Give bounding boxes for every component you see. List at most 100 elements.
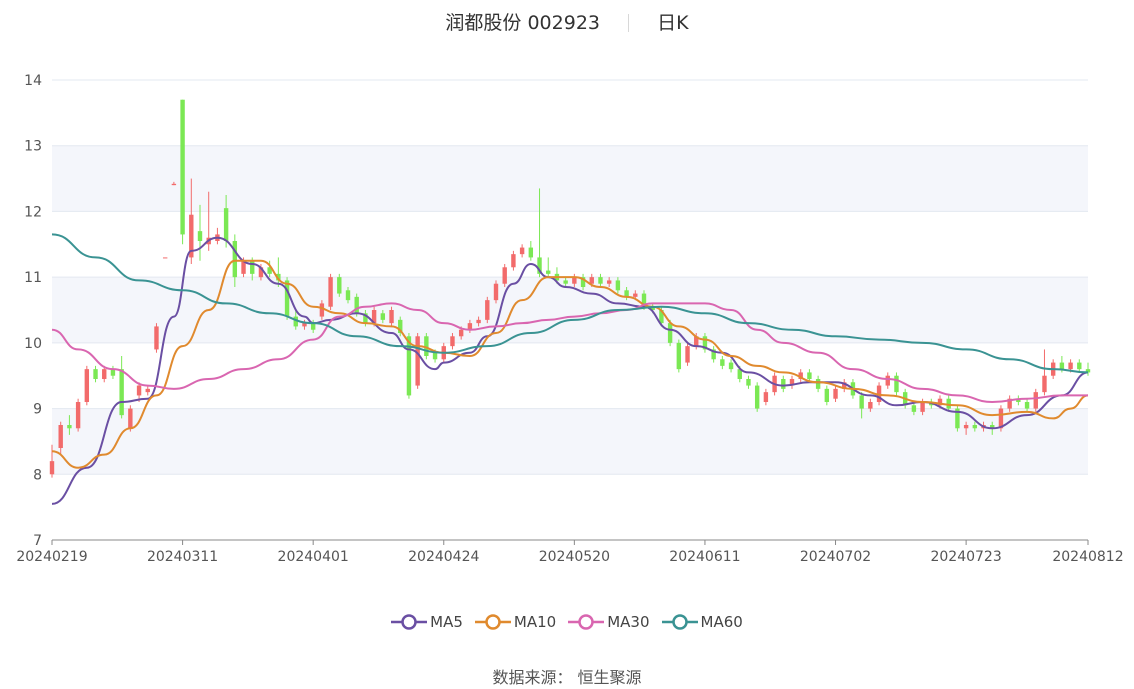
- candle-body: [685, 346, 690, 363]
- candle-body: [337, 277, 342, 294]
- x-tick-label: 20240702: [800, 549, 871, 565]
- candle-body: [93, 369, 98, 379]
- candle-body: [223, 208, 229, 241]
- y-tick-label: 9: [33, 402, 42, 418]
- x-tick-label: 20240520: [539, 549, 610, 565]
- candle-body: [667, 323, 673, 343]
- legend-item-ma60[interactable]: MA60: [661, 612, 743, 632]
- candle-body: [354, 296, 359, 314]
- candle-body: [633, 293, 638, 297]
- candle-body: [380, 313, 386, 320]
- candle-body: [67, 425, 72, 429]
- candle-body: [1059, 362, 1065, 370]
- candle-body: [345, 290, 351, 301]
- candle-body: [972, 425, 978, 429]
- candle-body: [162, 257, 168, 259]
- header-divider: [628, 14, 630, 32]
- ma-line-ma10: [51, 259, 1089, 469]
- candle-body: [798, 372, 803, 379]
- candle-body: [1007, 398, 1012, 409]
- candle-body: [955, 408, 960, 429]
- candle-body: [807, 372, 812, 379]
- x-tick-label: 20240311: [147, 549, 218, 565]
- legend-label: MA10: [513, 613, 557, 631]
- legend-label: MA30: [607, 613, 650, 631]
- candle-body: [868, 402, 873, 409]
- candle-body: [180, 99, 185, 235]
- candle-body: [450, 336, 455, 347]
- x-tick-label: 20240611: [669, 549, 740, 565]
- candle-body: [563, 280, 568, 284]
- x-tick-label: 20240812: [1052, 549, 1123, 565]
- y-tick-label: 12: [24, 204, 42, 220]
- candle-body: [589, 277, 594, 284]
- candle-body: [110, 369, 116, 376]
- candle-body: [267, 267, 272, 274]
- candle-body: [824, 388, 830, 402]
- candle-body: [502, 267, 507, 284]
- legend-label: MA5: [430, 613, 463, 631]
- y-tick-label: 14: [24, 73, 42, 89]
- legend-swatch-icon: [474, 614, 511, 630]
- x-tick-label: 20240424: [408, 549, 479, 565]
- candle-body: [493, 283, 499, 301]
- candle-body: [720, 359, 725, 366]
- candle-body: [1085, 369, 1091, 373]
- x-tick-label: 20240723: [930, 549, 1001, 565]
- data-source-label: 数据来源：: [492, 668, 573, 687]
- legend-item-ma30[interactable]: MA30: [568, 612, 650, 632]
- candle-body: [737, 369, 742, 379]
- grid-band: [52, 145, 1088, 212]
- candle-body: [728, 362, 734, 370]
- candle-body: [659, 310, 664, 324]
- candle-body: [189, 214, 194, 258]
- candle-body: [911, 405, 917, 412]
- candle-body: [406, 336, 412, 396]
- candlestick-chart[interactable]: 7 8 9 10 11 12 13 14 20240219 20240311 20240401 202…: [0, 0, 1134, 600]
- x-tick-label: 20240401: [278, 549, 349, 565]
- chart-header: 润都股份 002923 日K: [0, 6, 1134, 40]
- legend-label: MA60: [700, 613, 743, 631]
- candle-body: [746, 379, 751, 386]
- candle-body: [580, 277, 586, 287]
- candle-body: [859, 395, 864, 409]
- candle-body: [519, 247, 525, 255]
- candle-body: [241, 260, 246, 274]
- candle-body: [615, 280, 621, 291]
- candle-body: [1024, 402, 1030, 409]
- candle-body: [102, 369, 107, 379]
- candle-body: [293, 316, 298, 327]
- candle-body: [432, 352, 438, 360]
- candle-body: [232, 241, 238, 278]
- ma-line-ma5: [51, 236, 1089, 505]
- candle-body: [641, 293, 647, 307]
- data-source: 数据来源： 恒生聚源: [0, 664, 1134, 688]
- y-tick-label: 8: [33, 467, 42, 483]
- candle-body: [276, 273, 281, 281]
- candle-body: [894, 375, 899, 393]
- candle-body: [702, 336, 708, 350]
- grid-band: [52, 408, 1088, 475]
- candle-body: [650, 306, 655, 310]
- chart-legend: MA5 MA10 MA30 MA60: [0, 612, 1134, 632]
- candle-body: [511, 254, 516, 268]
- legend-item-ma5[interactable]: MA5: [391, 612, 463, 632]
- candle-body: [1042, 375, 1047, 393]
- candle-body: [763, 392, 769, 402]
- candle-body: [998, 408, 1004, 429]
- legend-item-ma10[interactable]: MA10: [474, 612, 557, 632]
- candle-body: [946, 398, 951, 409]
- legend-swatch-icon: [568, 614, 605, 630]
- y-tick-label: 11: [24, 270, 42, 286]
- candle-body: [371, 310, 377, 324]
- candle-body: [485, 300, 490, 320]
- candle-body: [815, 379, 821, 389]
- y-tick-label: 13: [24, 139, 42, 155]
- candle-body: [711, 349, 716, 360]
- candle-body: [75, 402, 81, 429]
- period-selector[interactable]: 日K: [657, 12, 689, 34]
- candle-body: [458, 329, 464, 337]
- candle-body: [1068, 362, 1073, 370]
- candle-body: [754, 385, 760, 409]
- candle-body: [128, 408, 133, 429]
